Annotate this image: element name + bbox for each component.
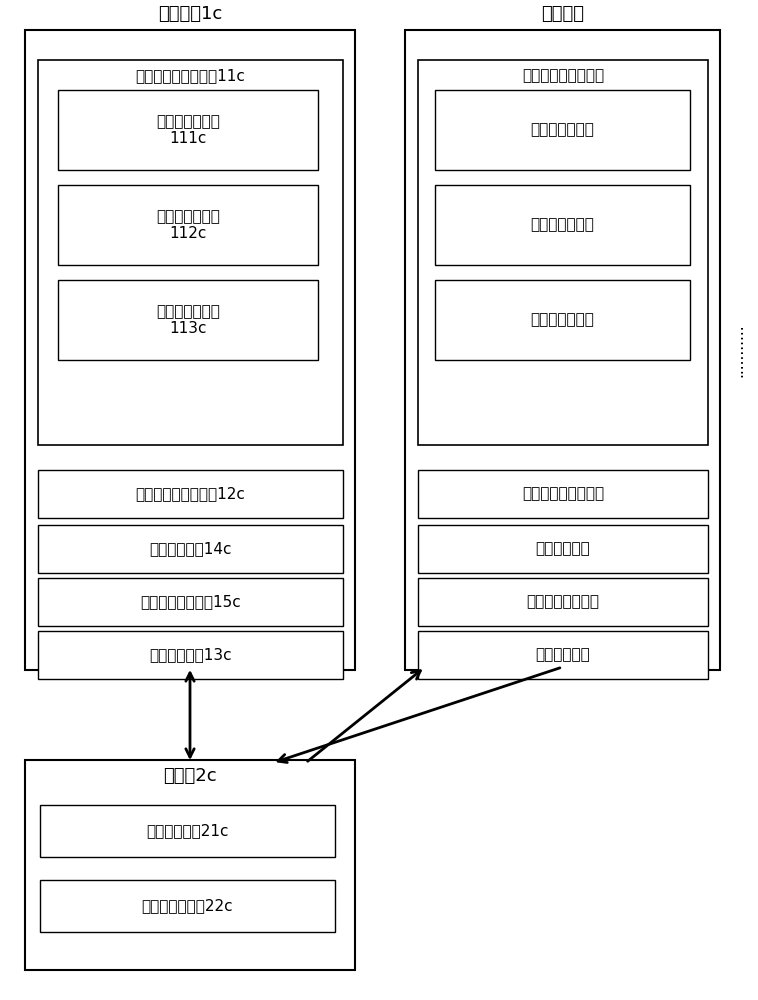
Bar xyxy=(435,280,690,360)
Text: 手势识别模块: 手势识别模块 xyxy=(536,542,590,556)
Bar xyxy=(25,760,355,970)
Bar xyxy=(58,280,318,360)
Text: 树形图显示单元: 树形图显示单元 xyxy=(531,218,594,232)
Bar xyxy=(418,470,708,518)
Text: 第一传输模块13c: 第一传输模块13c xyxy=(149,648,232,662)
Bar xyxy=(435,185,690,265)
Bar xyxy=(38,60,343,445)
Bar xyxy=(38,578,343,626)
Text: 知识点结构显示模块: 知识点结构显示模块 xyxy=(522,68,604,84)
Text: 网络终端: 网络终端 xyxy=(541,5,584,23)
Bar xyxy=(418,631,708,679)
Text: 星状图显示单元: 星状图显示单元 xyxy=(531,122,594,137)
Bar xyxy=(38,525,343,573)
Bar xyxy=(435,90,690,170)
Text: ···········: ··········· xyxy=(735,323,750,377)
Text: 知识点内容显示模块12c: 知识点内容显示模块12c xyxy=(136,487,246,502)
Bar xyxy=(40,880,335,932)
Bar xyxy=(38,631,343,679)
Text: 树形图显示单元
112c: 树形图显示单元 112c xyxy=(156,209,220,241)
Bar xyxy=(58,90,318,170)
Text: 第二传输模块21c: 第二传输模块21c xyxy=(146,824,229,838)
Bar xyxy=(40,805,335,857)
Bar xyxy=(405,30,720,670)
Bar xyxy=(418,578,708,626)
Bar xyxy=(58,185,318,265)
Text: 星状图显示单元
111c: 星状图显示单元 111c xyxy=(156,114,220,146)
Text: 蕴含图显示单元
113c: 蕴含图显示单元 113c xyxy=(156,304,220,336)
Bar xyxy=(25,30,355,670)
Bar xyxy=(38,470,343,518)
Text: 知识点结构显示模块11c: 知识点结构显示模块11c xyxy=(136,68,246,84)
Bar xyxy=(418,525,708,573)
Text: 第一传输模块: 第一传输模块 xyxy=(536,648,590,662)
Text: 蕴含图显示单元: 蕴含图显示单元 xyxy=(531,312,594,328)
Text: 网络终端1c: 网络终端1c xyxy=(158,5,222,23)
Text: 手势识别模块14c: 手势识别模块14c xyxy=(149,542,232,556)
Text: 显示模式切换模块: 显示模式切换模块 xyxy=(527,594,600,609)
Text: 服务器2c: 服务器2c xyxy=(163,767,217,785)
Text: 显示模式切换模块15c: 显示模式切换模块15c xyxy=(140,594,241,609)
Bar xyxy=(418,60,708,445)
Text: 知识点内容显示模块: 知识点内容显示模块 xyxy=(522,487,604,502)
Text: 知识点存储模块22c: 知识点存储模块22c xyxy=(142,898,233,914)
